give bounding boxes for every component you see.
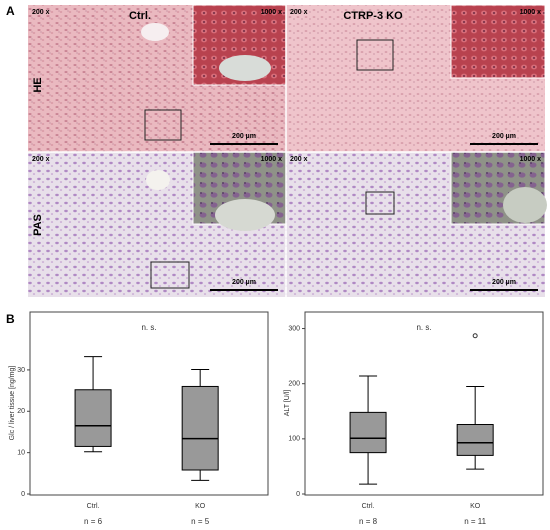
column-title: CTRP-3 KO	[343, 10, 403, 22]
y-tick-label: 0	[21, 491, 25, 498]
magnification-inset: 1000 x	[520, 9, 542, 16]
column-title: Ctrl.	[129, 10, 151, 22]
x-tick-label: Ctrl.	[362, 503, 375, 510]
n-label: n = 6	[84, 517, 103, 526]
n-label: n = 11	[464, 517, 486, 526]
panel-label: B	[6, 312, 15, 326]
magnification-inset: 1000 x	[520, 156, 542, 163]
y-tick-label: 200	[288, 381, 300, 388]
magnification: 200 x	[32, 156, 50, 163]
box	[74, 389, 112, 447]
magnification: 200 x	[290, 9, 308, 16]
scale-bar-label: 200 µm	[232, 133, 256, 140]
n-label: n = 5	[191, 517, 210, 526]
x-tick-label: KO	[195, 503, 206, 510]
micrograph-he-ko	[286, 4, 546, 152]
magnification-inset: 1000 x	[261, 156, 283, 163]
micrograph-pas-ko	[286, 151, 547, 297]
annotation: n. s.	[416, 323, 431, 332]
scale-bar-label: 200 µm	[492, 279, 516, 286]
outlier	[472, 333, 478, 339]
n-label: n = 8	[359, 517, 378, 526]
y-tick-label: 0	[296, 491, 300, 498]
scale-bar-label: 200 µm	[232, 279, 256, 286]
micrograph-he-ctrl	[28, 4, 287, 152]
y-tick-label: 30	[17, 367, 25, 374]
box	[456, 424, 494, 456]
x-tick-label: KO	[470, 503, 481, 510]
y-tick-label: 300	[288, 325, 300, 332]
x-tick-label: Ctrl.	[87, 503, 100, 510]
plot-frame	[29, 311, 269, 496]
scale-bar-label: 200 µm	[492, 133, 516, 140]
y-tick-label: 20	[17, 408, 25, 415]
annotation: n. s.	[141, 323, 156, 332]
magnification-inset: 1000 x	[261, 9, 283, 16]
box	[181, 385, 219, 471]
row-title: PAS	[32, 214, 44, 236]
y-axis-label: Glc / liver tissue [ng/mg]	[9, 366, 16, 441]
y-axis-label: ALT [U/l]	[284, 390, 291, 417]
row-title: HE	[32, 77, 44, 92]
y-tick-label: 100	[288, 436, 300, 443]
y-tick-label: 10	[17, 449, 25, 456]
scale-bars	[210, 143, 538, 291]
magnification: 200 x	[32, 9, 50, 16]
box	[349, 411, 387, 454]
panel-label: A	[6, 4, 15, 18]
plot-frame	[304, 311, 544, 496]
magnification: 200 x	[290, 156, 308, 163]
micrograph-pas-ctrl	[28, 151, 287, 297]
